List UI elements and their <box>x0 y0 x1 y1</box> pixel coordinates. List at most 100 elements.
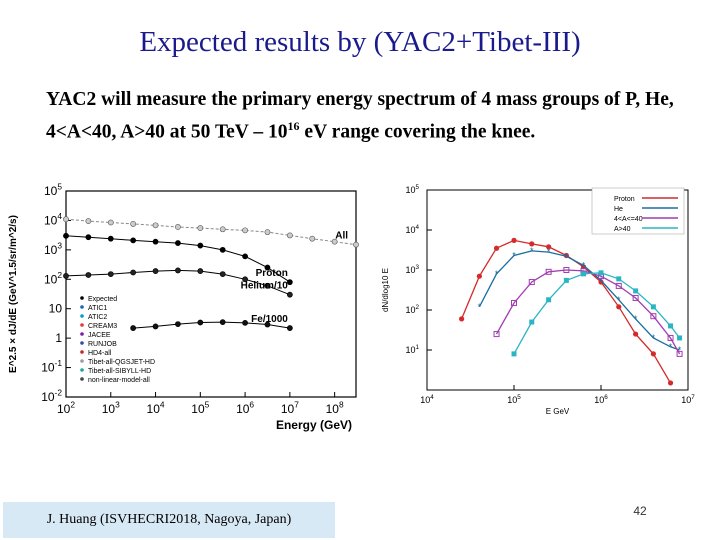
left-data-point <box>286 232 293 239</box>
footer-text: J. Huang (ISVHECRI2018, Nagoya, Japan) <box>46 512 292 527</box>
left-data-point <box>85 218 92 224</box>
right-data-point <box>546 297 552 303</box>
right-data-point <box>563 267 570 273</box>
left-data-point <box>63 216 69 223</box>
left-data-point <box>175 321 181 328</box>
slide-body-text: YAC2 will measure the primary energy spe… <box>46 86 686 146</box>
left-x-axis-label: Energy (GeV) <box>276 418 352 432</box>
right-x-tick-label: 106 <box>594 394 608 405</box>
left-data-point <box>264 229 271 236</box>
left-legend-label: RUNJOB <box>88 341 117 348</box>
right-data-point: * <box>582 260 586 270</box>
right-data-point <box>616 304 622 310</box>
body-text-tail: eV range covering the knee. <box>299 121 536 143</box>
right-y-tick-label: 102 <box>405 304 419 315</box>
right-data-point <box>546 244 552 250</box>
left-data-point <box>175 224 181 230</box>
left-data-point <box>353 241 359 248</box>
right-data-point <box>493 331 500 338</box>
left-data-point <box>130 221 137 227</box>
right-y-axis-label: dN/dlog10 E <box>381 268 390 312</box>
right-data-point: * <box>617 295 621 305</box>
left-data-point <box>152 268 159 274</box>
right-legend-label: Proton <box>614 196 635 203</box>
left-series-annotation: All <box>335 231 348 242</box>
right-series-line-0 <box>461 239 672 384</box>
left-data-point <box>242 227 248 234</box>
right-y-tick-label: 104 <box>405 224 419 235</box>
right-data-point <box>598 270 604 276</box>
right-y-tick-label: 105 <box>405 184 419 195</box>
right-data-point: * <box>565 251 569 261</box>
right-data-point <box>511 351 517 357</box>
left-data-point <box>85 272 92 278</box>
left-legend-label: JACEE <box>88 332 111 339</box>
right-data-point <box>650 313 657 320</box>
left-legend-label: ATIC1 <box>88 305 107 312</box>
right-data-point <box>511 299 517 306</box>
right-legend-label: 4<A<=40 <box>614 216 643 223</box>
left-data-point <box>130 325 137 331</box>
right-data-point <box>545 268 552 275</box>
left-data-point <box>197 268 204 274</box>
left-data-point <box>107 235 114 242</box>
left-data-point <box>197 319 204 326</box>
left-data-point <box>331 238 338 245</box>
right-data-point <box>633 331 639 337</box>
right-data-point <box>529 319 535 325</box>
left-y-tick-label: 103 <box>44 240 62 256</box>
right-chart-svg: 104 105 106 107 101 102 103 104 105 E GeV dN/dlog1… <box>381 184 695 416</box>
left-data-point <box>264 264 271 271</box>
right-data-point <box>633 288 639 294</box>
right-data-point <box>616 276 622 282</box>
left-y-tick-label: 10 <box>49 302 63 316</box>
right-legend-label: A>40 <box>614 226 631 233</box>
right-data-point <box>615 282 622 289</box>
left-x-tick-label: 104 <box>147 400 165 416</box>
left-data-point <box>152 323 159 330</box>
right-x-tick-label: 104 <box>420 394 434 405</box>
left-legend-label: Tibet-all-QGSJET-HD <box>88 359 155 366</box>
right-data-point <box>511 237 517 243</box>
right-data-point <box>677 335 683 341</box>
left-legend-label: non-linear-model-all <box>88 377 150 384</box>
left-x-tick-label: 106 <box>236 400 254 416</box>
left-data-point <box>219 226 226 233</box>
left-data-point <box>286 325 293 331</box>
right-data-point <box>581 271 587 277</box>
right-data-point <box>598 279 604 285</box>
left-legend-label: Tibet-all-SIBYLL-HD <box>88 368 151 375</box>
left-data-point <box>63 273 69 279</box>
right-data-point <box>650 304 656 310</box>
right-x-tick-label: 105 <box>507 394 521 405</box>
right-data-point: * <box>669 342 673 352</box>
right-y-tick-label: 103 <box>405 264 419 275</box>
right-spectrum-chart: 104 105 106 107 101 102 103 104 105 E GeV dN/dlog1… <box>372 180 697 416</box>
right-data-point <box>668 323 674 329</box>
left-y-axis-label: E^2.5 × dJ/dE (GeV^1.5/sr/m^2/s) <box>8 215 19 373</box>
right-data-point <box>667 334 674 341</box>
left-series-annotation: Helium/10 <box>241 281 289 292</box>
left-legend-marker <box>80 332 84 336</box>
right-data-point <box>529 241 535 247</box>
left-y-tick-label: 1 <box>55 331 62 345</box>
right-data-point <box>676 350 683 357</box>
left-legend-marker <box>80 359 84 363</box>
right-x-axis-label: E GeV <box>546 407 570 414</box>
right-data-point <box>493 245 500 251</box>
left-legend-label: HD4-all <box>88 350 112 357</box>
left-x-tick-label: 107 <box>281 400 299 416</box>
right-data-point: * <box>478 302 482 312</box>
left-data-point <box>219 271 226 278</box>
left-data-point <box>242 276 248 283</box>
left-x-tick-label: 105 <box>191 400 209 416</box>
right-data-point <box>667 380 674 386</box>
left-data-point <box>63 232 69 239</box>
left-data-point <box>286 291 293 298</box>
left-legend-marker <box>80 350 84 354</box>
left-data-point <box>175 240 181 246</box>
right-y-tick-label: 101 <box>405 344 419 355</box>
left-legend-label: CREAM3 <box>88 323 117 330</box>
left-data-point <box>130 237 137 244</box>
right-data-point: * <box>530 246 534 256</box>
